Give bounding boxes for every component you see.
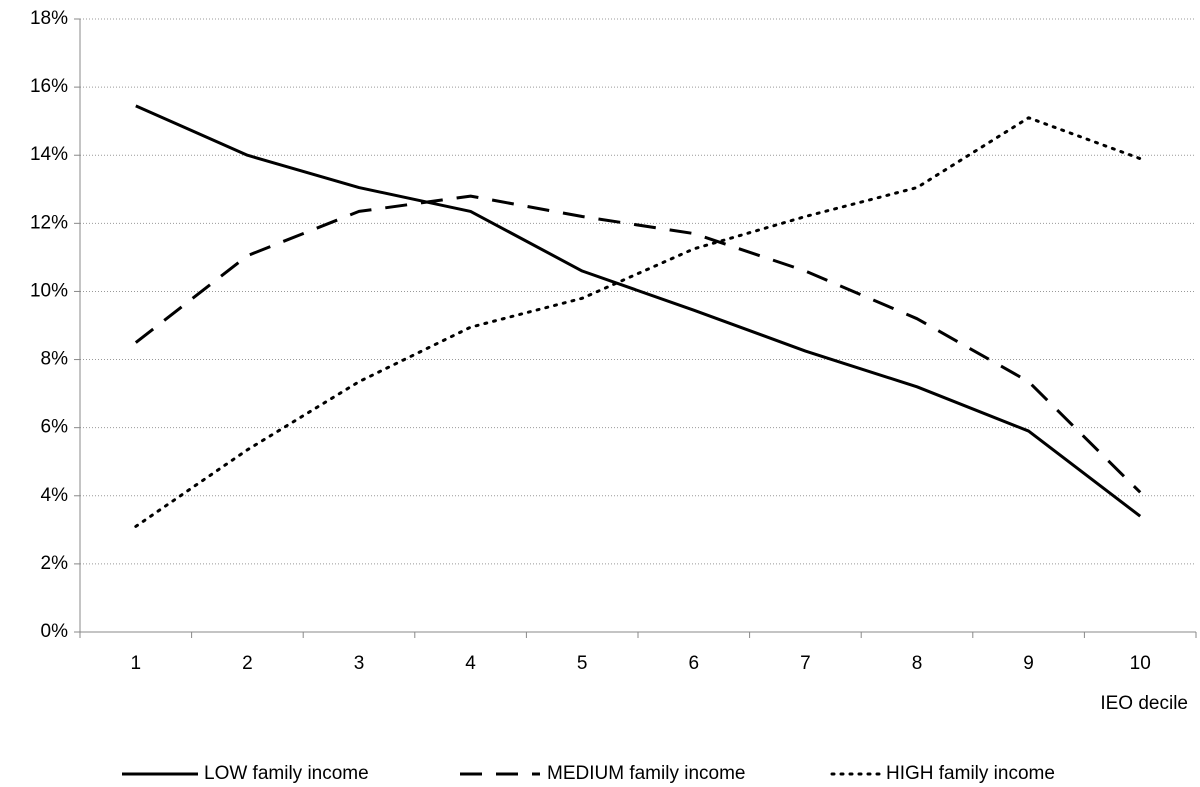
y-tick-label: 14% — [30, 144, 68, 165]
x-tick-label: 6 — [689, 653, 700, 674]
series-line — [134, 116, 1142, 528]
x-tick-label: 4 — [465, 653, 476, 674]
x-tick-label: 1 — [131, 653, 142, 674]
y-tick-label: 6% — [41, 417, 69, 438]
x-axis-label: IEO decile — [1100, 693, 1188, 714]
y-tick-label: 10% — [30, 280, 68, 301]
x-tick-label: 10 — [1130, 653, 1151, 674]
legend-label: HIGH family income — [886, 763, 1055, 784]
x-tick-label: 8 — [912, 653, 923, 674]
y-tick-label: 0% — [41, 621, 69, 642]
y-tick-label: 2% — [41, 553, 69, 574]
series-line — [135, 104, 1142, 518]
series-line — [134, 194, 1142, 494]
x-tick-label: 9 — [1023, 653, 1034, 674]
x-tick-label: 3 — [354, 653, 365, 674]
legend-label: LOW family income — [204, 763, 369, 784]
y-tick-label: 4% — [41, 485, 69, 506]
y-tick-label: 18% — [30, 8, 68, 29]
legend-label: MEDIUM family income — [547, 763, 745, 784]
x-tick-label: 5 — [577, 653, 588, 674]
y-tick-label: 8% — [41, 349, 69, 370]
y-tick-label: 12% — [30, 212, 68, 233]
x-tick-label: 7 — [800, 653, 811, 674]
y-tick-label: 16% — [30, 76, 68, 97]
x-tick-label: 2 — [242, 653, 253, 674]
